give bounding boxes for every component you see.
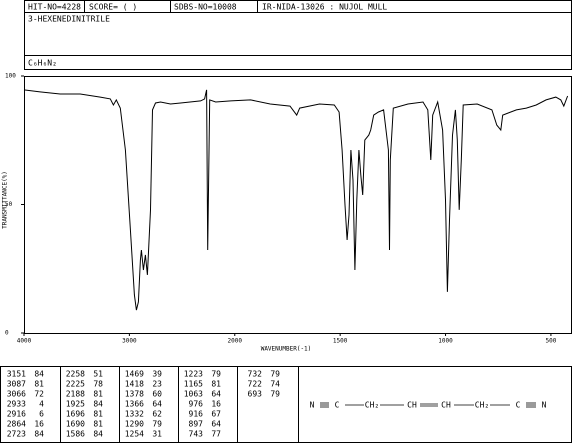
peak-wavenumber: 1332: [125, 410, 144, 419]
peak-transmittance: 79: [152, 420, 162, 429]
plot-frame: [24, 76, 572, 334]
peak-transmittance: 74: [270, 380, 280, 389]
peak-wavenumber: 743: [189, 430, 204, 439]
peak-transmittance: 16: [34, 420, 44, 429]
atom: N: [542, 401, 547, 410]
y-tick-label: 0: [5, 330, 9, 337]
peak-transmittance: 64: [152, 400, 162, 409]
method: IR-NIDA-13026 : NUJOL MULL: [262, 3, 387, 12]
peak-wavenumber: 2864: [7, 420, 26, 429]
header: HIT-NO=4228 SCORE= ( ) SDBS-NO=10008 IR-…: [24, 0, 572, 70]
peak-wavenumber: 2933: [7, 400, 26, 409]
peak-wavenumber: 3066: [7, 390, 26, 399]
peak-transmittance: 79: [211, 370, 221, 379]
peak-wavenumber: 916: [189, 410, 204, 419]
peak-transmittance: 81: [93, 410, 103, 419]
peak-wavenumber: 1418: [125, 380, 144, 389]
y-tick-label: 100: [5, 73, 16, 80]
atom: CH₂: [365, 401, 379, 410]
x-axis-label: WAVENUMBER(-1): [261, 346, 312, 353]
y-axis-label: TRANSMITTANCE(%): [2, 171, 9, 229]
x-tick-label: 4000: [17, 338, 32, 345]
peak-transmittance: 60: [152, 390, 162, 399]
atom: C: [516, 401, 521, 410]
sdbs-no: SDBS-NO=10008: [174, 3, 237, 12]
peak-wavenumber: 693: [248, 390, 263, 399]
plot: TRANSMITTANCE(%) WAVENUMBER(-1) 0 50 100 40…: [2, 73, 572, 353]
peak-wavenumber: 3151: [7, 370, 26, 379]
peak-wavenumber: 1925: [66, 400, 85, 409]
peak-wavenumber: 976: [189, 400, 204, 409]
peak-transmittance: 81: [211, 380, 221, 389]
peak-transmittance: 6: [39, 410, 44, 419]
peak-wavenumber: 2258: [66, 370, 85, 379]
peak-transmittance: 39: [152, 370, 162, 379]
peak-transmittance: 64: [211, 390, 221, 399]
x-tick-label: 2000: [228, 338, 243, 345]
compound-name: 3-HEXENEDINITRILE: [28, 15, 110, 24]
atom: N: [310, 401, 315, 410]
peak-transmittance: 81: [34, 380, 44, 389]
peak-transmittance: 81: [93, 420, 103, 429]
peak-wavenumber: 1469: [125, 370, 144, 379]
peak-transmittance: 84: [34, 370, 44, 379]
peak-wavenumber: 1378: [125, 390, 144, 399]
peak-wavenumber: 2225: [66, 380, 85, 389]
peak-wavenumber: 1223: [184, 370, 203, 379]
peak-transmittance: 84: [93, 430, 103, 439]
peak-wavenumber: 1696: [66, 410, 85, 419]
peak-wavenumber: 897: [189, 420, 204, 429]
peak-transmittance: 62: [152, 410, 162, 419]
peak-wavenumber: 2723: [7, 430, 26, 439]
spectrum-line: [23, 89, 569, 311]
peak-transmittance: 81: [93, 390, 103, 399]
peak-transmittance: 77: [211, 430, 221, 439]
peak-wavenumber: 1690: [66, 420, 85, 429]
hit-no: HIT-NO=4228: [28, 3, 81, 12]
peak-transmittance: 64: [211, 420, 221, 429]
peak-wavenumber: 1254: [125, 430, 144, 439]
formula: C₆H₆N₂: [28, 59, 57, 68]
y-tick-label: 50: [5, 201, 13, 208]
peak-transmittance: 78: [93, 380, 103, 389]
score: SCORE= ( ): [89, 3, 137, 12]
peak-wavenumber: 1366: [125, 400, 144, 409]
peak-wavenumber: 3087: [7, 380, 26, 389]
peak-transmittance: 67: [211, 410, 221, 419]
x-tick-label: 500: [546, 338, 557, 345]
atom: CH: [441, 401, 451, 410]
peak-transmittance: 72: [34, 390, 44, 399]
peak-wavenumber: 2916: [7, 410, 26, 419]
peak-transmittance: 51: [93, 370, 103, 379]
peak-transmittance: 84: [93, 400, 103, 409]
x-tick-label: 1000: [438, 338, 453, 345]
peak-wavenumber: 1586: [66, 430, 85, 439]
peak-wavenumber: 1063: [184, 390, 203, 399]
peak-transmittance: 23: [152, 380, 162, 389]
atom: CH: [407, 401, 417, 410]
peak-wavenumber: 732: [248, 370, 263, 379]
atom: C: [335, 401, 340, 410]
peak-transmittance: 31: [152, 430, 162, 439]
peak-wavenumber: 1165: [184, 380, 203, 389]
atom: CH₂: [475, 401, 489, 410]
peak-wavenumber: 1290: [125, 420, 144, 429]
peak-wavenumber: 2188: [66, 390, 85, 399]
x-tick-label: 3000: [122, 338, 137, 345]
peak-transmittance: 79: [270, 370, 280, 379]
peak-wavenumber: 722: [248, 380, 263, 389]
x-tick-label: 1500: [333, 338, 348, 345]
peak-transmittance: 4: [39, 400, 44, 409]
peak-transmittance: 16: [211, 400, 221, 409]
peak-transmittance: 84: [34, 430, 44, 439]
peak-transmittance: 79: [270, 390, 280, 399]
